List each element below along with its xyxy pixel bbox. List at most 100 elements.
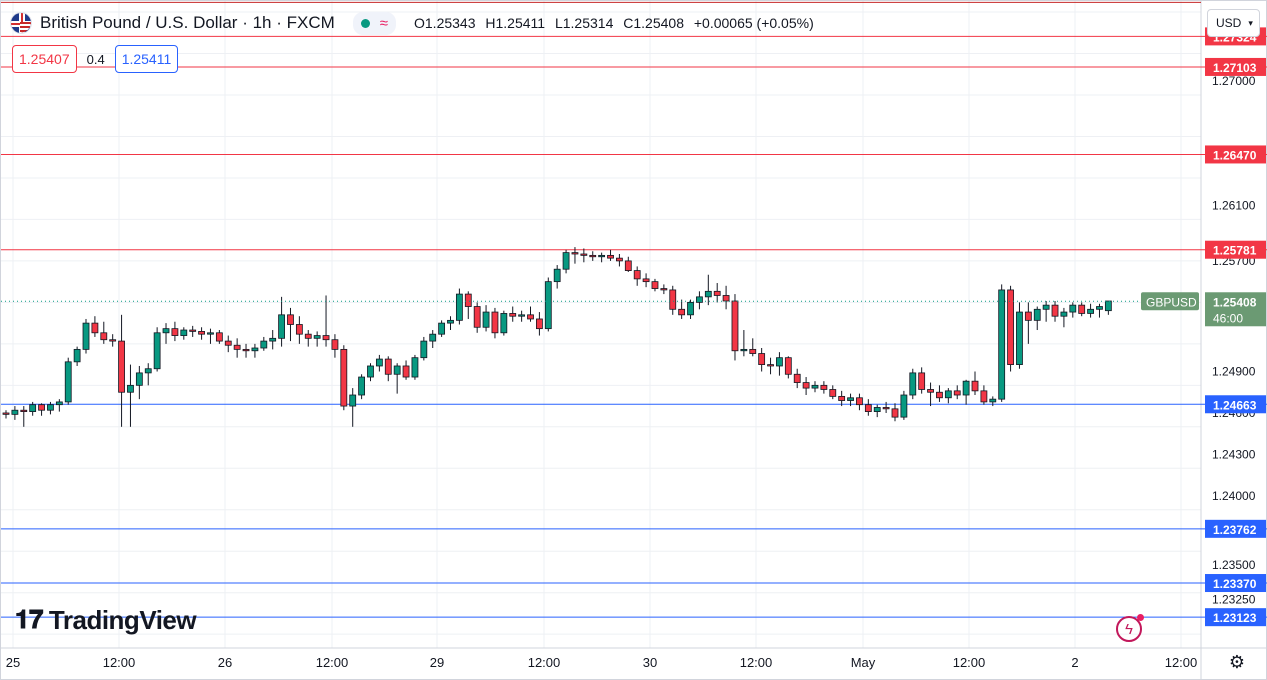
candle-body: [153, 332, 161, 370]
candle-body: [704, 290, 712, 298]
candle-body: [802, 382, 810, 389]
close-value: C1.25408: [623, 15, 684, 31]
candle-body: [589, 254, 597, 258]
tradingview-mark-icon: 𝟏𝟕: [15, 604, 43, 634]
settings-gear-icon[interactable]: ⚙: [1228, 651, 1246, 672]
candle-body: [482, 311, 490, 328]
x-tick-label: 12:00: [1165, 655, 1198, 670]
tradingview-wordmark: TradingView: [48, 604, 197, 635]
candle-body: [660, 288, 668, 291]
candle-body: [455, 293, 463, 321]
y-tick-label: 1.24300: [1212, 447, 1256, 461]
candle-body: [980, 390, 988, 403]
support-level-label: 1.23123: [1213, 611, 1257, 625]
candle-body: [473, 306, 481, 328]
candle-body: [669, 289, 677, 310]
candle-body: [767, 364, 774, 367]
candle-body: [411, 357, 419, 378]
candle-body: [1016, 311, 1023, 365]
change-value: +0.00065 (+0.05%): [693, 15, 814, 31]
candle-body: [269, 337, 277, 342]
candle-body: [393, 365, 401, 375]
y-tick-label: 1.23500: [1212, 558, 1256, 572]
candle-body: [171, 328, 179, 336]
candle-body: [509, 313, 517, 317]
low-value: L1.25314: [554, 15, 614, 31]
candle-body: [571, 252, 579, 255]
chart-header: British Pound / U.S. Dollar · 1h · FXCM …: [10, 9, 820, 37]
candle-body: [633, 270, 641, 280]
tradingview-logo[interactable]: 𝟏𝟕 TradingView: [15, 604, 197, 636]
symbol-tag: [1141, 292, 1199, 311]
candle-body: [287, 314, 294, 325]
candle-body: [144, 368, 152, 374]
candle-body: [793, 373, 801, 383]
candle-body: [838, 395, 846, 401]
last-price-tag: [1205, 292, 1266, 327]
candle-body: [918, 372, 926, 390]
support-level-label: 1.23370: [1213, 577, 1257, 591]
candle-body: [11, 409, 19, 415]
candle-body: [491, 311, 499, 334]
candle-body: [189, 329, 197, 332]
x-tick-label: 25: [6, 655, 20, 670]
candle-body: [375, 358, 383, 367]
candle-body: [696, 296, 703, 303]
candle-body: [1024, 311, 1032, 321]
candle-body: [580, 253, 588, 256]
x-tick-label: 12:00: [528, 655, 561, 670]
currency-dropdown[interactable]: USD ▾: [1207, 9, 1260, 37]
candle-body: [47, 404, 54, 411]
candle-body: [402, 365, 410, 378]
candle-body: [91, 322, 99, 334]
candle-body: [971, 380, 979, 392]
candle-body: [722, 295, 730, 302]
candle-body: [847, 397, 854, 401]
candle-body: [447, 319, 454, 324]
candle-body: [527, 314, 534, 320]
x-tick-label: 29: [430, 655, 444, 670]
candle-body: [358, 376, 366, 396]
candle-body: [598, 254, 606, 258]
candle-body: [758, 353, 766, 365]
candle-body: [616, 257, 623, 262]
market-status[interactable]: ≈: [352, 11, 396, 35]
candle-body: [367, 365, 374, 378]
candle-body: [349, 394, 357, 407]
y-tick-label: 1.26100: [1212, 199, 1256, 213]
candle-body: [82, 322, 90, 350]
last-price-label: 1.25408: [1213, 295, 1257, 309]
candle-body: [998, 289, 1006, 400]
lightning-icon[interactable]: ϟ: [1116, 614, 1144, 642]
candle-body: [1042, 304, 1050, 310]
candle-body: [1060, 311, 1068, 317]
candle-body: [135, 372, 143, 386]
candle-body: [740, 348, 748, 352]
sell-button[interactable]: 1.25407: [12, 45, 77, 73]
candle-body: [1104, 300, 1112, 312]
uk-us-flag-icon: [10, 12, 32, 34]
buy-button[interactable]: 1.25411: [114, 45, 179, 73]
candle-body: [1087, 308, 1094, 314]
symbol-title[interactable]: British Pound / U.S. Dollar · 1h · FXCM: [40, 13, 335, 32]
candle-body: [936, 391, 943, 399]
candle-body: [989, 398, 997, 403]
candle-body: [2, 412, 10, 415]
candle-body: [882, 407, 890, 410]
candle-body: [536, 318, 543, 330]
candle-body: [1033, 308, 1041, 321]
x-tick-label: 12:00: [316, 655, 349, 670]
candle-body: [64, 361, 72, 403]
support-level-tag: [1205, 395, 1266, 414]
candle-body: [100, 332, 108, 341]
resistance-level-tag: [1205, 57, 1266, 76]
candle-body: [260, 340, 268, 349]
x-tick-label: 2: [1071, 655, 1078, 670]
x-tick-label: 12:00: [740, 655, 773, 670]
x-tick-label: 12:00: [103, 655, 136, 670]
candle-body: [553, 268, 561, 283]
candle-body: [1078, 304, 1086, 314]
candle-body: [233, 344, 241, 350]
trade-buttons: 1.25407 0.4 1.25411: [12, 45, 179, 73]
